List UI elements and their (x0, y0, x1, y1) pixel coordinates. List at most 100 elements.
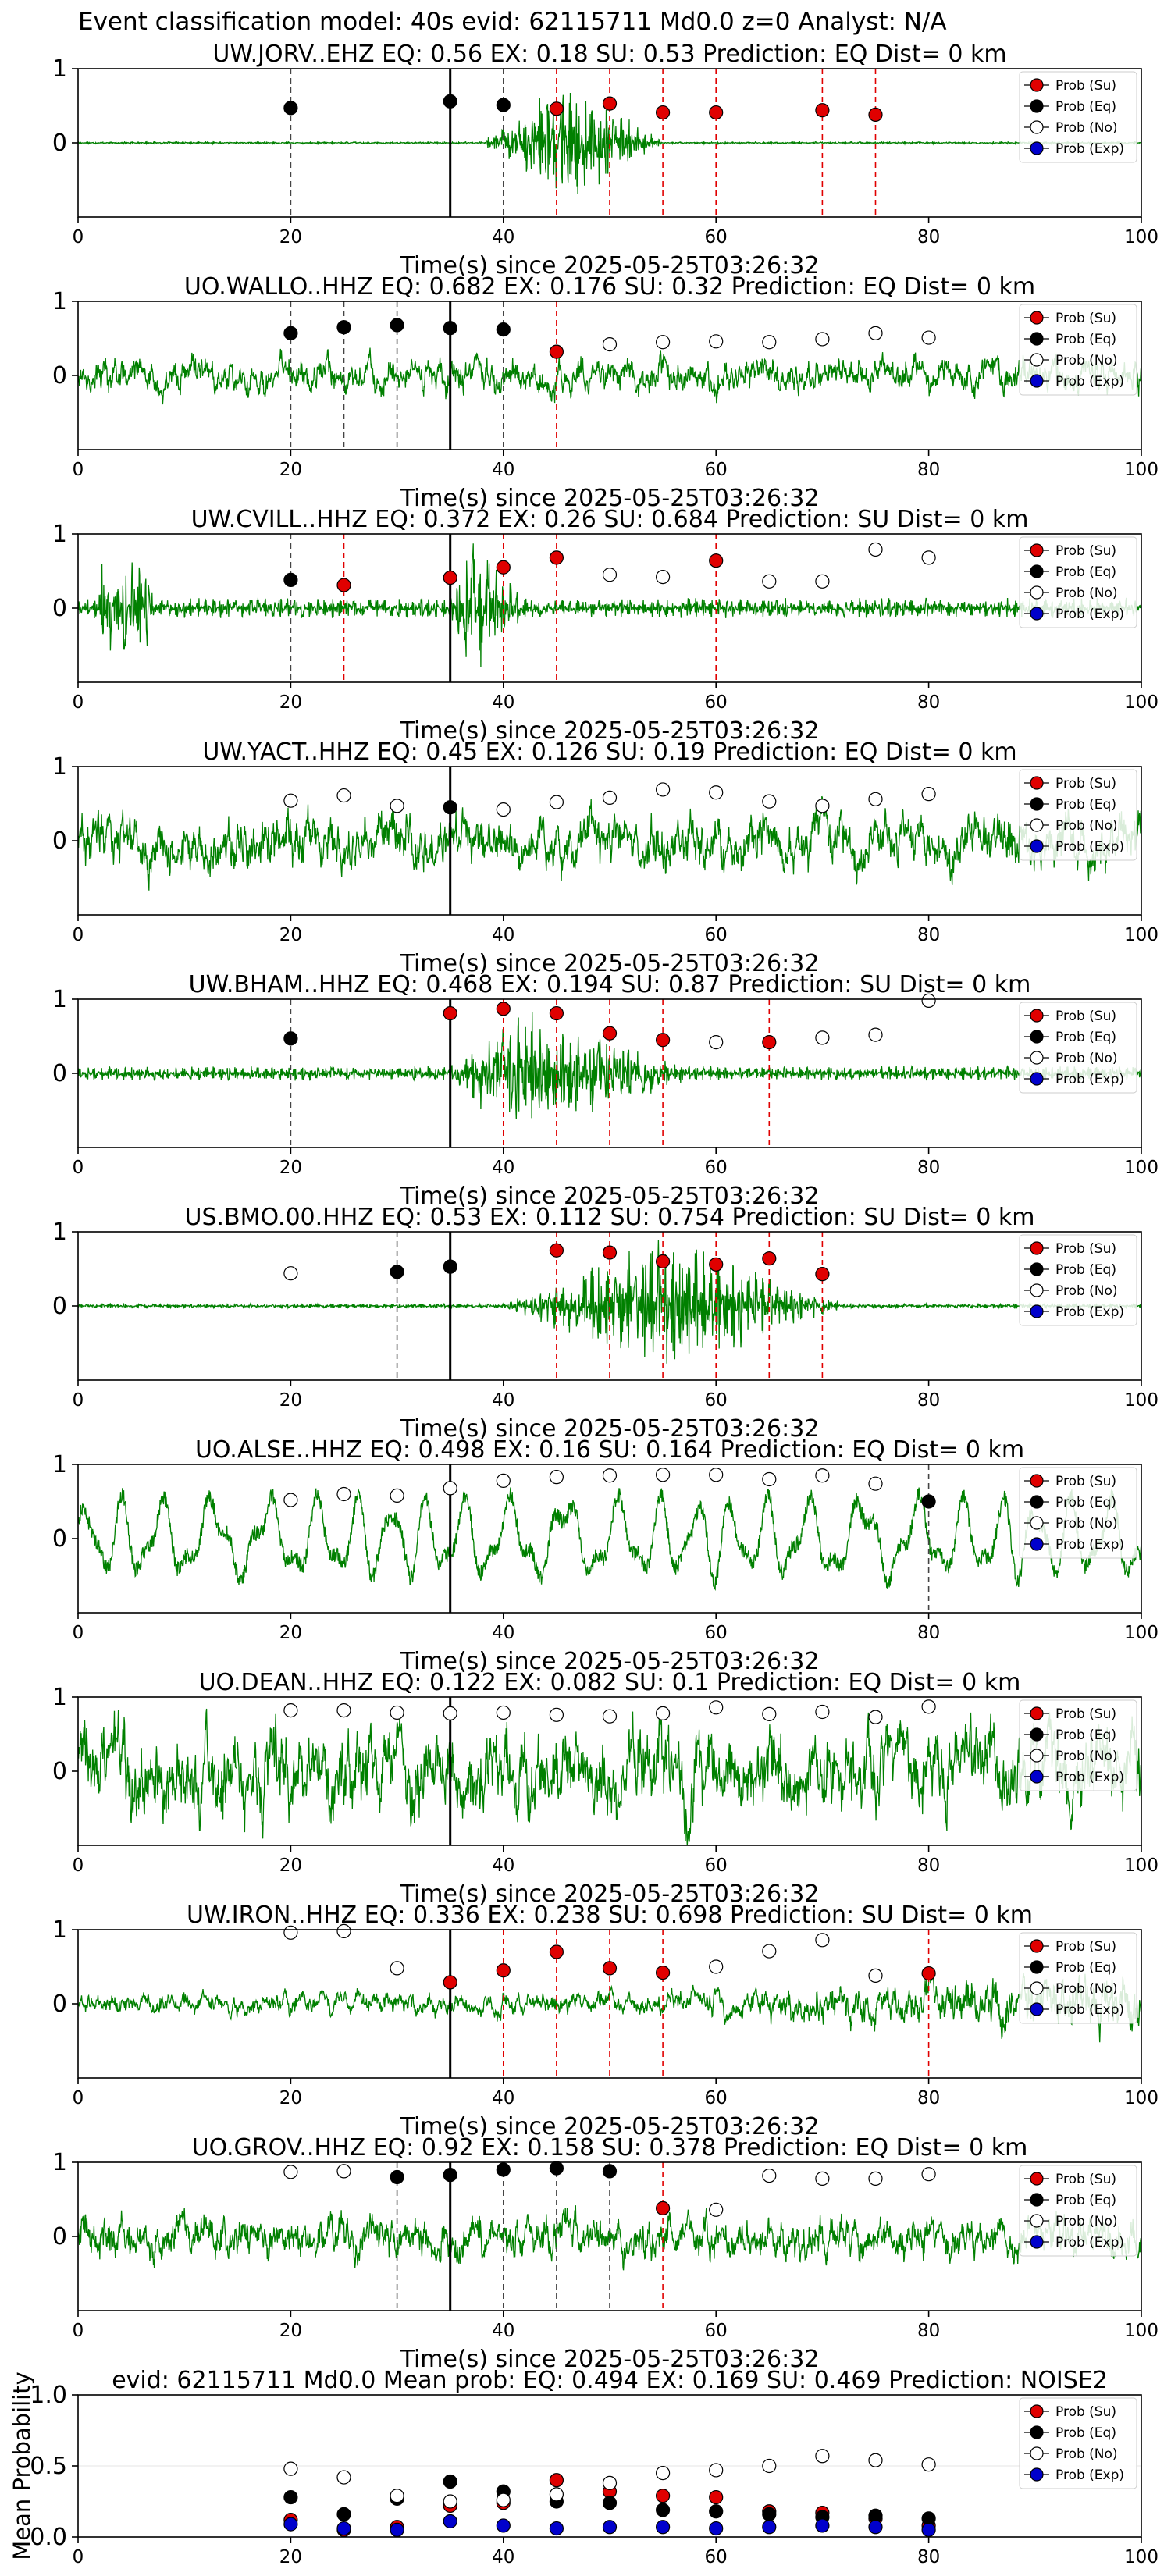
x-tick-label: 20 (279, 925, 302, 945)
mean-marker-exp (336, 2521, 351, 2536)
legend-label: Prob (No) (1055, 353, 1118, 368)
legend-marker-exp (1030, 2235, 1044, 2249)
prob-marker-no (762, 1706, 777, 1721)
x-tick-label: 80 (917, 2547, 940, 2567)
prob-marker-su (496, 1002, 511, 1016)
legend-label: Prob (Exp) (1055, 839, 1124, 855)
legend-label: Prob (Su) (1055, 1009, 1116, 1024)
legend-marker-no (1030, 120, 1044, 134)
x-tick-label: 0 (73, 2088, 84, 2108)
prob-marker-no (921, 1699, 936, 1714)
legend-label: Prob (No) (1055, 1283, 1118, 1299)
prob-marker-su (496, 560, 511, 575)
panel-11: evid: 62115711 Md0.0 Mean prob: EQ: 0.49… (9, 2367, 1159, 2567)
prob-marker-su (815, 103, 830, 118)
prob-marker-eq (283, 572, 298, 588)
legend-box (1019, 1467, 1137, 1559)
plot-area (78, 69, 1141, 217)
x-axis-label: Time(s) since 2025-05-25T03:26:32 (400, 1880, 820, 1908)
x-tick-label: 80 (917, 227, 940, 247)
prob-marker-no (602, 337, 618, 352)
x-tick-label: 100 (1124, 1623, 1159, 1643)
legend-label: Prob (Eq) (1055, 2193, 1116, 2208)
mean-marker-no (390, 2489, 404, 2503)
prob-marker-no (921, 330, 936, 345)
prob-marker-no (655, 335, 671, 350)
plot-area (78, 1232, 1141, 1380)
x-tick-label: 100 (1124, 460, 1159, 480)
legend-label: Prob (Eq) (1055, 1495, 1116, 1510)
prob-marker-no (549, 1707, 564, 1722)
legend-label: Prob (Su) (1055, 1706, 1116, 1722)
mean-marker-no (762, 2458, 777, 2474)
x-tick-label: 60 (705, 1390, 728, 1411)
mean-marker-exp (390, 2522, 404, 2537)
legend-marker-eq (1030, 1960, 1044, 1974)
legend-label: Prob (Eq) (1055, 797, 1116, 813)
x-tick-label: 20 (279, 2321, 302, 2341)
legend-marker-su (1030, 1241, 1044, 1255)
y-tick-label: 0 (52, 1293, 67, 1320)
mean-marker-exp (496, 2518, 511, 2533)
legend-marker-eq (1030, 1495, 1044, 1509)
mean-marker-exp (815, 2518, 830, 2533)
prob-marker-no (602, 1709, 618, 1724)
seismogram-trace (78, 2205, 1141, 2271)
prob-marker-su (762, 1251, 777, 1266)
prob-marker-no (868, 1027, 883, 1042)
prob-marker-no (868, 1476, 883, 1491)
mean-marker-no (443, 2494, 457, 2509)
prob-marker-no (602, 790, 618, 806)
prob-marker-su (709, 1257, 724, 1272)
prob-marker-no (868, 2171, 883, 2186)
legend-label: Prob (Su) (1055, 78, 1116, 94)
x-tick-label: 0 (73, 925, 84, 945)
legend-label: Prob (Exp) (1055, 2002, 1124, 2018)
legend-marker-exp (1030, 141, 1044, 155)
y-tick-label: 1 (52, 1451, 67, 1478)
seismogram-trace (78, 1012, 1141, 1120)
x-tick-label: 20 (279, 1390, 302, 1411)
x-tick-label: 60 (705, 1623, 728, 1643)
prob-marker-no (709, 1959, 724, 1974)
legend-marker-no (1030, 353, 1044, 367)
panel-title: evid: 62115711 Md0.0 Mean prob: EQ: 0.49… (112, 2367, 1108, 2394)
y-tick-label: 0.5 (30, 2453, 67, 2480)
prob-marker-no (815, 1933, 830, 1948)
prob-marker-su (443, 1005, 457, 1021)
legend-box (1019, 2165, 1137, 2257)
prob-marker-no (709, 1468, 724, 1482)
x-tick-label: 40 (492, 460, 514, 480)
mean-marker-exp (283, 2517, 298, 2532)
prob-marker-eq (283, 1031, 298, 1046)
x-tick-label: 0 (73, 1390, 84, 1411)
legend-label: Prob (No) (1055, 818, 1118, 834)
x-tick-label: 80 (917, 1390, 940, 1411)
legend-label: Prob (Su) (1055, 776, 1116, 792)
prob-marker-su (655, 105, 671, 120)
legend-box (1019, 304, 1137, 396)
mean-marker-exp (921, 2522, 936, 2537)
panel-4: UW.YACT..HHZ EQ: 0.45 EX: 0.126 SU: 0.19… (52, 738, 1159, 977)
prob-marker-eq (283, 326, 298, 340)
plot-area (78, 2395, 1141, 2467)
prob-marker-su (655, 1966, 671, 1980)
prob-marker-su (602, 1245, 618, 1260)
x-tick-label: 20 (279, 1623, 302, 1643)
legend-marker-su (1030, 543, 1044, 557)
legend-marker-no (1030, 1981, 1044, 1995)
prob-marker-no (709, 1034, 724, 1050)
legend-marker-eq (1030, 2193, 1044, 2207)
prob-marker-eq (443, 2168, 457, 2183)
seismogram-trace (78, 347, 1141, 405)
prob-marker-no (336, 2164, 351, 2179)
x-tick-label: 80 (917, 925, 940, 945)
x-tick-label: 100 (1124, 2088, 1159, 2108)
prob-marker-no (709, 2202, 724, 2217)
prob-marker-eq (283, 101, 298, 116)
x-tick-label: 80 (917, 460, 940, 480)
x-axis-label: Time(s) since 2025-05-25T03:26:32 (400, 2113, 820, 2140)
x-tick-label: 80 (917, 1158, 940, 1178)
seismogram-trace (78, 1487, 1141, 1592)
x-axis-label: Time(s) since 2025-05-25T03:26:32 (400, 950, 820, 977)
